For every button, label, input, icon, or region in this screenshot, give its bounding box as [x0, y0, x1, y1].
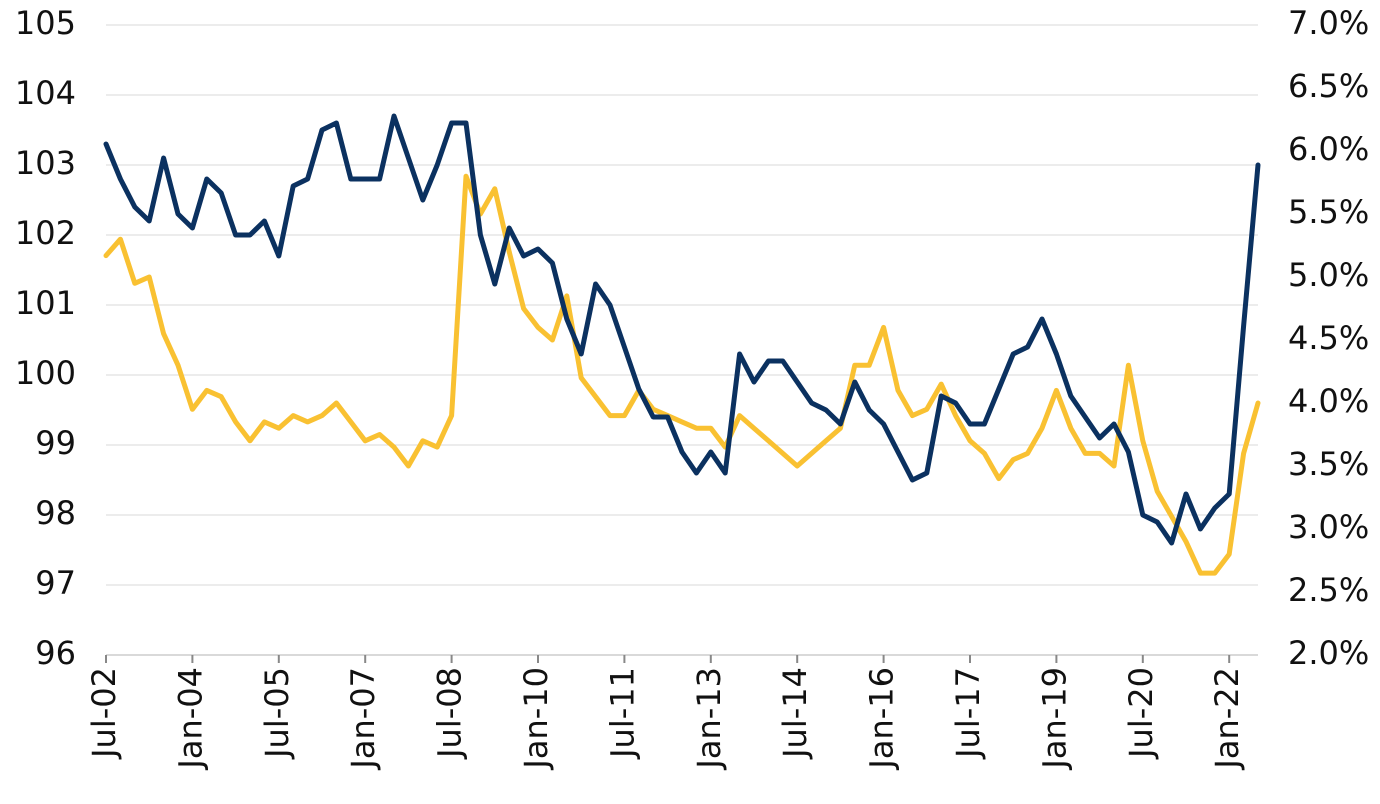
line-series	[103, 113, 1261, 546]
y-tick-label: 98	[35, 494, 76, 532]
y2-tick-label: 6.5%	[1288, 67, 1369, 105]
y-tick-label: 100	[15, 354, 76, 392]
y2-tick-label: 3.5%	[1288, 445, 1369, 483]
x-tick-label: Jul-20	[1122, 667, 1160, 760]
y2-tick-label: 4.0%	[1288, 382, 1369, 420]
y-tick-label: 102	[15, 214, 76, 252]
y-tick-label: 103	[15, 144, 76, 182]
y-tick-label: 97	[35, 564, 76, 602]
y-tick-label: 101	[15, 284, 76, 322]
x-tick-label: Jan-22	[1208, 667, 1246, 771]
x-tick-label: Jul-05	[258, 667, 296, 760]
y2-tick-label: 2.5%	[1288, 571, 1369, 609]
y2-tick-label: 3.0%	[1288, 508, 1369, 546]
x-tick-label: Jul-02	[85, 667, 123, 760]
y2-tick-label: 7.0%	[1288, 4, 1369, 42]
y2-tick-label: 5.5%	[1288, 193, 1369, 231]
y-tick-label: 105	[15, 4, 76, 42]
x-tick-label: Jan-04	[171, 667, 209, 771]
x-tick-label: Jul-11	[603, 667, 641, 760]
x-tick-label: Jan-13	[690, 667, 728, 771]
y2-tick-label: 2.0%	[1288, 634, 1369, 672]
x-tick-label: Jan-16	[863, 667, 901, 771]
x-tick-label: Jul-17	[949, 667, 987, 760]
y2-tick-label: 6.0%	[1288, 130, 1369, 168]
x-tick-label: Jan-07	[344, 667, 382, 771]
y-tick-label: 96	[35, 634, 76, 672]
y2-tick-label: 5.0%	[1288, 256, 1369, 294]
y-tick-label: 104	[15, 74, 76, 112]
line-series	[103, 173, 1261, 576]
x-tick-label: Jul-14	[776, 667, 814, 760]
y-tick-label: 99	[35, 424, 76, 462]
x-tick-label: Jul-08	[431, 667, 469, 760]
y2-tick-label: 4.5%	[1288, 319, 1369, 357]
x-tick-label: Jan-10	[517, 667, 555, 771]
x-tick-label: Jan-19	[1035, 667, 1073, 771]
